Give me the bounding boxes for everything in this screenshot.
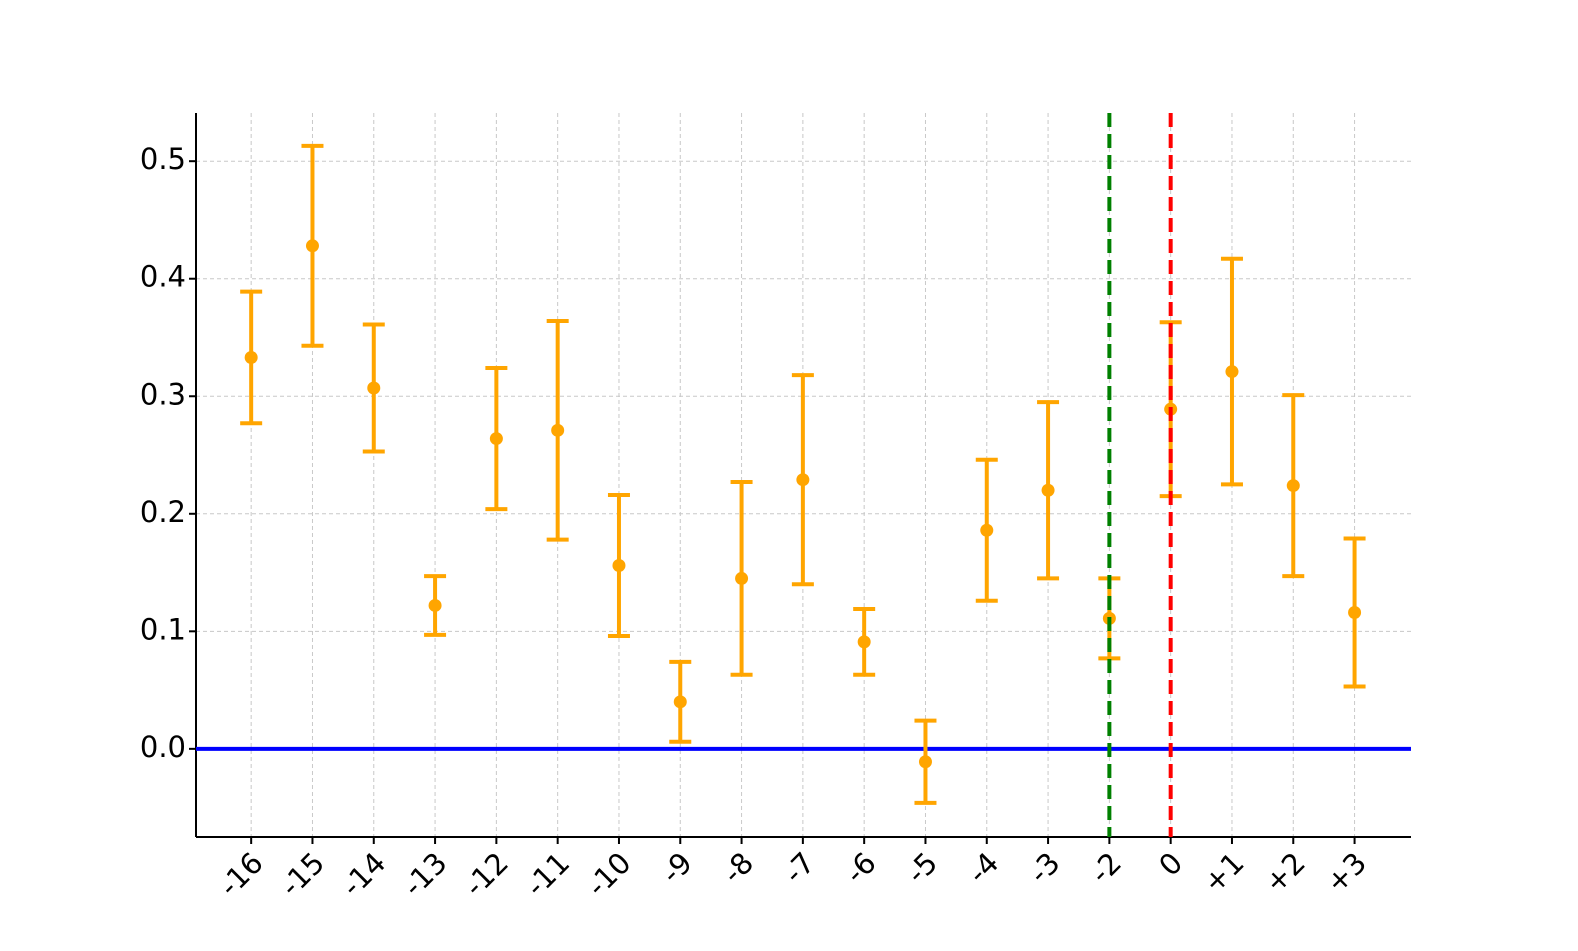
x-tick-label: -11 (519, 846, 577, 904)
point (489, 432, 503, 446)
x-tick-label: 0 (1152, 846, 1189, 883)
x-tick-label: -8 (716, 846, 760, 890)
x-tick-label: -10 (580, 846, 638, 904)
point (673, 695, 687, 709)
y-tick-label: 0.0 (140, 730, 186, 764)
y-tick-label: 0.4 (140, 260, 186, 294)
x-tick-label: +2 (1258, 846, 1312, 900)
x-tick-label: +3 (1319, 846, 1373, 900)
point (305, 239, 319, 253)
y-tick-label: 0.3 (140, 377, 186, 411)
x-tick-label: -2 (1083, 846, 1127, 890)
x-tick-label: -9 (654, 846, 698, 890)
x-tick-label: -5 (900, 846, 944, 890)
point (796, 473, 810, 487)
point (367, 381, 381, 395)
point (1041, 483, 1055, 497)
point (918, 755, 932, 769)
x-tick-label: -4 (961, 846, 1005, 890)
x-tick-label: -15 (274, 846, 332, 904)
y-tick-label: 0.5 (140, 142, 186, 176)
point (551, 423, 565, 437)
x-tick-label: -14 (335, 846, 393, 904)
x-tick-label: -3 (1022, 846, 1066, 890)
x-tick-label: -13 (396, 846, 454, 904)
point (1286, 479, 1300, 493)
y-tick-label: 0.2 (140, 495, 186, 529)
x-tick-label: -12 (457, 846, 515, 904)
y-tick-label: 0.1 (140, 612, 186, 646)
point (1348, 606, 1362, 620)
point (612, 559, 626, 572)
x-tick-label: -16 (212, 846, 270, 904)
point (735, 571, 749, 585)
x-tick-label: +1 (1196, 846, 1250, 900)
point (244, 350, 258, 364)
x-tick-label: -6 (838, 846, 882, 890)
point (428, 598, 442, 612)
point (980, 523, 994, 537)
x-tick-label: -7 (777, 846, 821, 890)
point (857, 635, 871, 649)
point (1225, 365, 1239, 379)
